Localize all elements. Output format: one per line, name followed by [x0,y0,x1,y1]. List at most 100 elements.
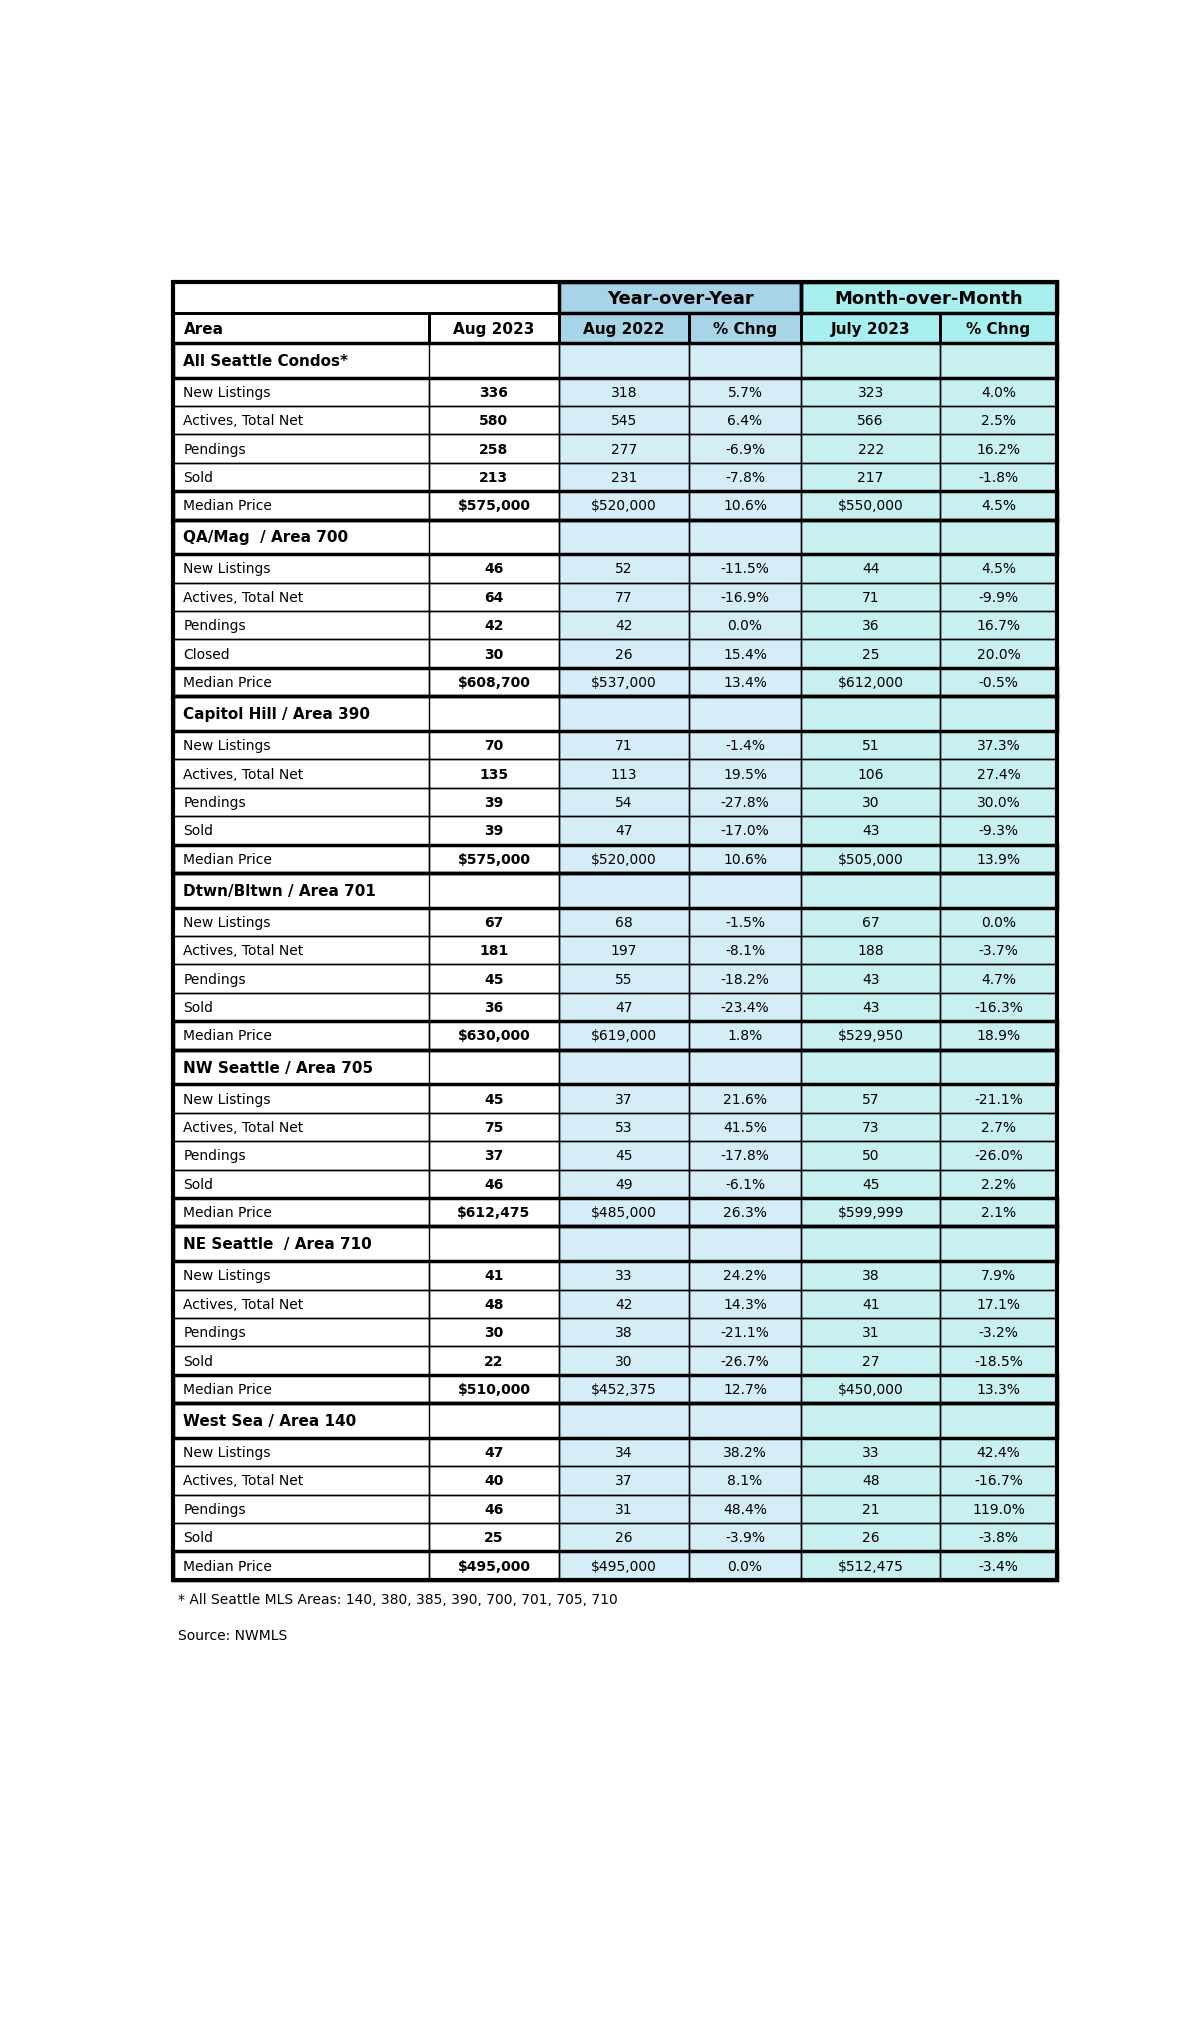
Bar [802,1169,940,1198]
Text: Sold: Sold [184,1177,214,1192]
Bar [940,1317,1057,1346]
Text: 8.1%: 8.1% [727,1474,763,1488]
Bar [802,434,940,463]
Text: 52: 52 [616,562,632,577]
Bar [940,1437,1057,1466]
Bar [173,611,428,639]
Bar [689,1374,802,1403]
Bar [173,1403,1057,1437]
Text: 36: 36 [485,1001,504,1015]
Bar [940,1169,1057,1198]
Text: Pendings: Pendings [184,796,246,810]
Bar [802,1084,940,1112]
Text: 13.4%: 13.4% [724,676,767,690]
Text: Sold: Sold [184,1001,214,1015]
Bar [559,1050,802,1084]
Bar [940,491,1057,520]
Text: 45: 45 [484,1092,504,1106]
Bar [559,993,689,1021]
Text: 45: 45 [484,972,504,987]
Bar [559,639,689,668]
Bar [559,731,689,759]
Bar [689,907,802,936]
Bar [802,1551,940,1579]
Bar [428,1198,559,1226]
Bar [559,520,689,554]
Bar [559,315,689,343]
Bar [428,1374,559,1403]
Bar [802,315,940,343]
Bar [689,1112,802,1141]
Bar [559,731,689,759]
Text: 38.2%: 38.2% [724,1445,767,1460]
Bar [689,1021,802,1050]
Bar [559,463,689,491]
Text: 545: 545 [611,414,637,428]
Bar [802,1169,940,1198]
Bar [802,639,940,668]
Bar [559,282,802,315]
Text: 38: 38 [616,1326,632,1340]
Bar [689,1437,802,1466]
Bar [428,1522,559,1551]
Bar [802,907,940,936]
Bar [173,1374,428,1403]
Text: 336: 336 [480,386,509,400]
Text: 4.5%: 4.5% [980,562,1016,577]
Bar [802,520,940,554]
Bar [428,1261,559,1289]
Text: 46: 46 [485,1177,504,1192]
Bar [173,1226,1057,1261]
Bar [802,759,940,788]
Bar [689,463,802,491]
Bar [940,611,1057,639]
Bar [689,491,802,520]
Text: 26.3%: 26.3% [724,1206,767,1220]
Bar [689,639,802,668]
Bar [559,1141,689,1169]
Bar [559,1374,689,1403]
Bar [689,378,802,406]
Text: Median Price: Median Price [184,853,272,867]
Text: Median Price: Median Price [184,1382,272,1397]
Text: $512,475: $512,475 [838,1559,904,1573]
Bar [689,583,802,611]
Bar [559,1466,689,1494]
Bar [689,520,802,554]
Bar [559,696,802,731]
Bar [689,1289,802,1317]
Text: -6.1%: -6.1% [725,1177,766,1192]
Text: 27: 27 [862,1354,880,1368]
Text: % Chng: % Chng [713,321,778,337]
Bar [173,1226,428,1261]
Text: Pendings: Pendings [184,619,246,633]
Bar [940,1466,1057,1494]
Bar [173,282,559,315]
Bar [802,964,940,993]
Bar [689,1522,802,1551]
Bar [173,378,428,406]
Bar [940,1169,1057,1198]
Text: Sold: Sold [184,471,214,485]
Bar [173,731,428,759]
Bar [940,583,1057,611]
Bar [559,788,689,816]
Text: $575,000: $575,000 [457,499,530,514]
Bar [689,1522,802,1551]
Text: $619,000: $619,000 [590,1029,658,1043]
Text: -16.9%: -16.9% [720,591,769,605]
Bar [428,1551,559,1579]
Bar [689,788,802,816]
Bar [173,1522,428,1551]
Bar [173,463,428,491]
Bar [559,1522,689,1551]
Bar [940,315,1057,343]
Bar [428,554,559,583]
Bar [559,873,689,907]
Bar [689,668,802,696]
Bar [802,1317,940,1346]
Bar [428,936,559,964]
Text: Sold: Sold [184,1531,214,1545]
Bar [428,1050,559,1084]
Bar [559,964,689,993]
